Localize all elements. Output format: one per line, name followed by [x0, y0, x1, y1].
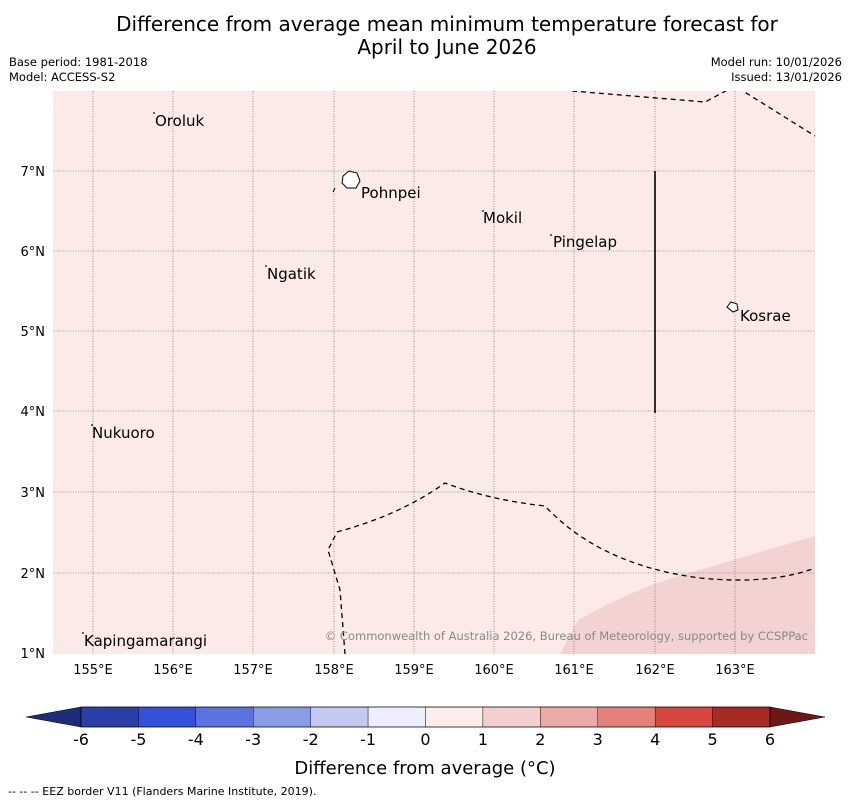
place-mokil: Mokil — [483, 209, 522, 227]
place-kapingamarangi: Kapingamarangi — [84, 632, 207, 650]
place-pingelap: Pingelap — [553, 233, 617, 251]
meta-left: Base period: 1981-2018 Model: ACCESS-S2 — [9, 55, 148, 85]
base-period: Base period: 1981-2018 — [9, 55, 148, 69]
colorbar-under-arrow — [25, 706, 82, 728]
place-pohnpei: Pohnpei — [361, 184, 421, 202]
colorbar-tick-label: 6 — [765, 730, 775, 749]
lat-label: 2°N — [21, 567, 46, 582]
colorbar-tick-label: 5 — [707, 730, 717, 749]
colorbar-segment — [367, 706, 426, 728]
lat-label: 6°N — [21, 245, 46, 260]
eez-legend: -- -- -- EEZ border V11 (Flanders Marine… — [8, 785, 317, 798]
colorbar-segment — [712, 706, 771, 728]
colorbar-segment — [310, 706, 369, 728]
place-oroluk: Oroluk — [155, 112, 204, 130]
colorbar-segment — [425, 706, 484, 728]
lon-label: 161°E — [554, 663, 594, 678]
colorbar-tick-label: -6 — [73, 730, 89, 749]
islet-marker — [332, 187, 336, 193]
gridlines — [53, 91, 815, 654]
colorbar-tick-label: -3 — [245, 730, 261, 749]
title-line-2: April to June 2026 — [357, 35, 537, 59]
lon-label: 162°E — [635, 663, 675, 678]
pohnpei-island — [341, 170, 361, 189]
place-ngatik: Ngatik — [267, 265, 316, 283]
lon-label: 156°E — [153, 663, 193, 678]
colorbar-segment — [540, 706, 598, 728]
issued-date: Issued: 13/01/2026 — [731, 70, 842, 84]
lon-label: 155°E — [73, 663, 113, 678]
map-background — [53, 91, 815, 654]
colorbar-frame — [80, 706, 771, 728]
lon-label: 158°E — [314, 663, 354, 678]
warm-anomaly-region — [560, 536, 815, 654]
lat-axis: 7°N 6°N 5°N 4°N 3°N 2°N 1°N — [21, 165, 46, 662]
colorbar-tick-label: 2 — [535, 730, 545, 749]
colorbar-segment — [597, 706, 656, 728]
lon-axis: 155°E 156°E 157°E 158°E 159°E 160°E 161°… — [73, 663, 755, 678]
colorbar-segment — [195, 706, 254, 728]
lon-label: 163°E — [715, 663, 755, 678]
lon-label: 160°E — [474, 663, 514, 678]
lat-label: 1°N — [21, 647, 46, 662]
model-run: Model run: 10/01/2026 — [710, 55, 842, 69]
atoll-markers — [82, 112, 552, 634]
colorbar-tick-label: -2 — [303, 730, 319, 749]
lat-label: 4°N — [21, 405, 46, 420]
colorbar: -6 -5 -4 -3 -2 -1 0 1 2 3 4 5 6 Difference from aver… — [25, 706, 826, 779]
colorbar-label: Difference from average (°C) — [294, 758, 555, 779]
colorbar-segment — [482, 706, 541, 728]
place-nukuoro: Nukuoro — [92, 424, 155, 442]
colorbar-segment — [138, 706, 197, 728]
colorbar-tick-label: -5 — [130, 730, 146, 749]
colorbar-tick-label: 1 — [478, 730, 488, 749]
lat-label: 3°N — [21, 486, 46, 501]
colorbar-over-arrow — [769, 706, 826, 728]
chart-title: Difference from average mean minimum tem… — [0, 13, 850, 59]
lat-label: 7°N — [21, 165, 46, 180]
model-name: Model: ACCESS-S2 — [9, 70, 116, 84]
lat-label: 5°N — [21, 325, 46, 340]
title-line-1: Difference from average mean minimum tem… — [116, 12, 778, 36]
colorbar-tick-label: -1 — [360, 730, 376, 749]
copyright-notice: © Commonwealth of Australia 2026, Bureau… — [325, 629, 808, 643]
colorbar-segment — [654, 706, 713, 728]
lon-label: 159°E — [394, 663, 434, 678]
kosrae-island — [726, 301, 739, 313]
place-kosrae: Kosrae — [740, 307, 791, 325]
colorbar-segment — [80, 706, 139, 728]
colorbar-tick-label: 0 — [420, 730, 430, 749]
colorbar-tick-label: 3 — [593, 730, 603, 749]
colorbar-segment — [253, 706, 311, 728]
meta-right: Model run: 10/01/2026 Issued: 13/01/2026 — [711, 55, 842, 85]
colorbar-tick-label: 4 — [650, 730, 660, 749]
eez-border-lines — [327, 91, 815, 654]
lon-label: 157°E — [233, 663, 273, 678]
colorbar-tick-label: -4 — [188, 730, 204, 749]
